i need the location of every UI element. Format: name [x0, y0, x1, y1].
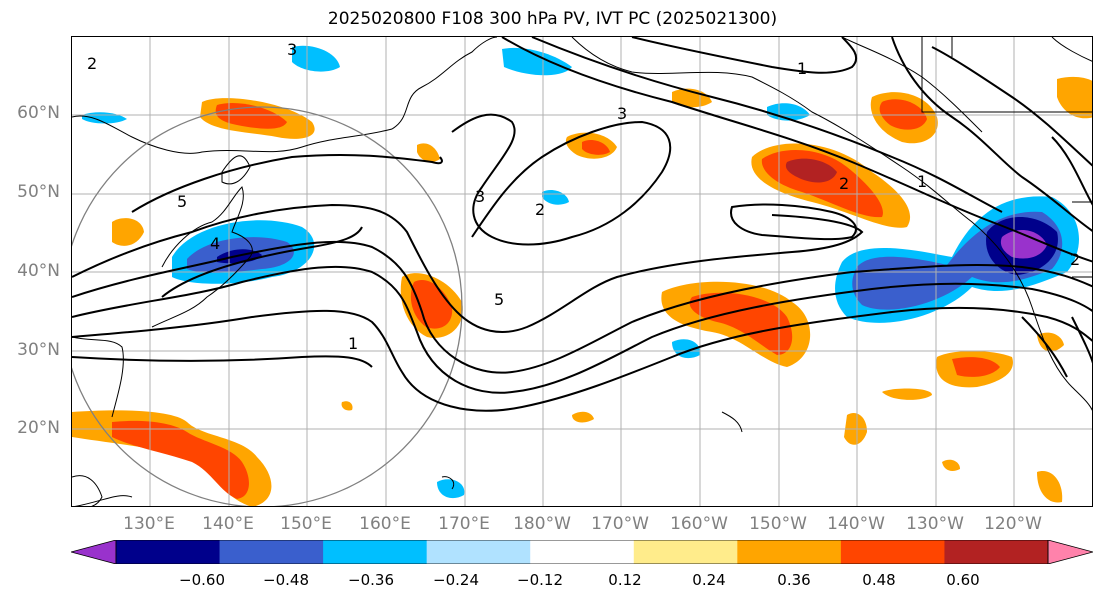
colorbar-segment [323, 540, 428, 564]
coastlines [72, 37, 1092, 506]
contour-label: 3 [475, 187, 485, 206]
contour-label: 5 [177, 192, 187, 211]
colorbar-segment [530, 540, 635, 564]
lon-label-170e: 170°E [438, 514, 490, 534]
lat-label-30n: 30°N [17, 340, 60, 360]
lat-label-20n: 20°N [17, 418, 60, 438]
colorbar-tick: 0.48 [862, 571, 896, 589]
lon-label-140e: 140°E [202, 514, 254, 534]
lon-label-130e: 130°E [123, 514, 175, 534]
colorbar-segment [633, 540, 738, 564]
contour-label: 3 [617, 104, 627, 123]
contour-label: 2 [87, 54, 97, 73]
colorbar-extend-high [1047, 540, 1093, 564]
colorbar-tick: 0.24 [692, 571, 726, 589]
colorbar [71, 540, 1093, 564]
colorbar-segment [944, 540, 1049, 564]
colorbar-segment [737, 540, 842, 564]
lat-label-60n: 60°N [17, 103, 60, 123]
contour-label: 1 [348, 334, 358, 353]
contour-label: 2 [1070, 250, 1080, 269]
plot-title: 2025020800 F108 300 hPa PV, IVT PC (2025… [327, 9, 778, 29]
colorbar-tick: −0.60 [179, 571, 225, 589]
contour-label: 2 [535, 200, 545, 219]
contour-label: 1 [797, 59, 807, 78]
colorbar-tick: −0.24 [433, 571, 479, 589]
contour-label: 2 [839, 174, 849, 193]
map-canvas: 3 2 5 4 3 2 5 1 1 2 1 3 2 [72, 37, 1092, 506]
colorbar-tick: −0.48 [263, 571, 309, 589]
contour-label: 5 [494, 290, 504, 309]
lon-label-150w: 150°W [749, 514, 807, 534]
colorbar-tick: 0.36 [777, 571, 811, 589]
lon-label-160w: 160°W [670, 514, 728, 534]
contour-labels: 3 2 5 4 3 2 5 1 1 2 1 3 2 [87, 40, 1080, 353]
colorbar-segment [116, 540, 221, 564]
colorbar-tick: −0.12 [517, 571, 563, 589]
lon-label-180w: 180°W [513, 514, 571, 534]
lon-label-140w: 140°W [827, 514, 885, 534]
lat-label-50n: 50°N [17, 182, 60, 202]
colorbar-segment [840, 540, 945, 564]
colorbar-outline [115, 540, 1049, 564]
colorbar-tick: 0.12 [608, 571, 642, 589]
lon-label-160e: 160°E [359, 514, 411, 534]
contour-label: 4 [210, 234, 220, 253]
colorbar-tick: 0.60 [946, 571, 980, 589]
region-circle [72, 106, 463, 506]
lon-label-170w: 170°W [591, 514, 649, 534]
colorbar-segment [219, 540, 324, 564]
lon-label-150e: 150°E [280, 514, 332, 534]
lon-label-120w: 120°W [984, 514, 1042, 534]
map-panel: 3 2 5 4 3 2 5 1 1 2 1 3 2 [71, 36, 1093, 507]
shading-layer [72, 45, 1092, 506]
colorbar-extend-low [71, 540, 117, 564]
lon-label-130w: 130°W [906, 514, 964, 534]
contour-label: 3 [287, 40, 297, 59]
pv-contours [72, 37, 1092, 412]
colorbar-tick: −0.36 [348, 571, 394, 589]
contour-label: 1 [917, 172, 927, 191]
colorbar-segment [426, 540, 531, 564]
lat-label-40n: 40°N [17, 261, 60, 281]
